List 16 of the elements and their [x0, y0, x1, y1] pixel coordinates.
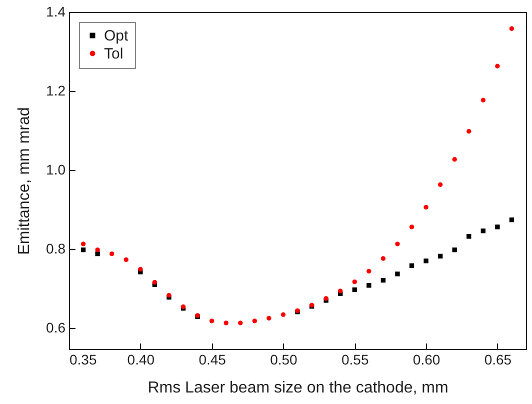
x-tick-label: 0.55 [342, 352, 369, 368]
y-axis-title: Emittance, mm mrad [16, 107, 34, 255]
y-tick-label: 0.6 [46, 320, 66, 336]
y-tick-label: 1.4 [46, 4, 66, 20]
x-tick-label: 0.35 [70, 352, 97, 368]
x-tick-label: 0.40 [127, 352, 155, 368]
x-axis-title: Rms Laser beam size on the cathode, mm [148, 380, 448, 396]
y-tick-label: 1.2 [46, 82, 66, 99]
y-tick-label: 1.0 [46, 162, 66, 178]
x-tick-label: 0.45 [198, 352, 226, 368]
x-tick-label: 0.50 [270, 352, 298, 368]
x-tick-label: 0.65 [484, 352, 512, 368]
x-tick-label: 0.60 [412, 352, 440, 368]
legend-label: Tol [104, 46, 124, 62]
y-tick-label: 0.8 [46, 240, 66, 257]
legend-label: Opt [104, 28, 130, 44]
